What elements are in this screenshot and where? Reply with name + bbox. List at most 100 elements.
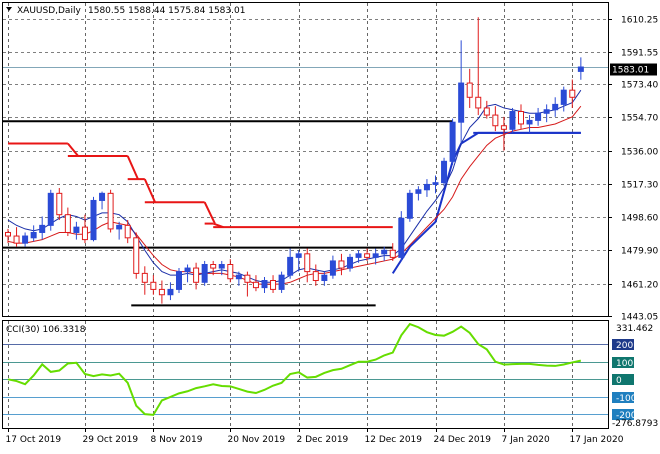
- candle-body: [261, 280, 268, 289]
- candle-body: [415, 189, 422, 194]
- candle-body: [338, 260, 345, 269]
- candle-body: [39, 224, 46, 233]
- time-tick-label: 7 Jan 2020: [502, 435, 550, 445]
- price-tick-label: 1498.60: [621, 214, 658, 224]
- candle-body: [64, 214, 71, 233]
- candle-body: [193, 267, 200, 283]
- candle-body: [458, 82, 465, 123]
- candle-body: [158, 288, 165, 296]
- candle-body: [406, 192, 413, 219]
- price-tick-label: 1461.20: [621, 281, 658, 291]
- cci-scale-min: -276.8793: [612, 419, 658, 429]
- candle-body: [466, 82, 473, 98]
- candle-body: [56, 192, 63, 216]
- candle-body: [518, 111, 524, 125]
- candle-body: [577, 66, 584, 72]
- candle-body: [500, 125, 507, 130]
- time-tick-label: 17 Oct 2019: [6, 435, 62, 445]
- candle-body: [5, 231, 11, 237]
- candle-body: [270, 280, 277, 290]
- candle-body: [389, 249, 396, 258]
- candle-body: [441, 160, 448, 184]
- price-tick-label: 1536.00: [621, 148, 658, 158]
- red-stop-step: [143, 178, 156, 203]
- cci-level-tag: [612, 392, 634, 403]
- candle-body: [107, 192, 114, 230]
- levels-layer: [3, 120, 581, 307]
- candle-body: [176, 271, 182, 290]
- time-axis: 17 Oct 2019 29 Oct 2019 8 Nov 2019 20 Nov 2…: [6, 428, 624, 445]
- current-price-tag: 1583.01: [612, 66, 649, 76]
- candle-body: [227, 264, 234, 280]
- collapse-triangle-icon[interactable]: [6, 7, 12, 11]
- candles-layer: [5, 17, 584, 304]
- cci-level-label: -100: [616, 394, 637, 404]
- price-axis: 1610.25 1591.55 1573.40 1554.70 1536.00 1517.…: [608, 16, 658, 323]
- symbol-label: XAUUSD,Daily: [17, 6, 81, 16]
- grid-layer: [3, 3, 608, 428]
- time-tick-label: 29 Oct 2019: [83, 435, 139, 445]
- time-tick-label: 12 Dec 2019: [365, 435, 423, 445]
- current-price-tag-bg: [610, 63, 657, 76]
- cci-level-label: 0: [616, 376, 622, 386]
- cci-level-tag: [612, 339, 634, 350]
- candle-body: [287, 256, 294, 276]
- candle-body: [99, 192, 106, 201]
- cci-line: [7, 322, 582, 416]
- cci-level-tag: [612, 357, 634, 368]
- price-tick-label: 1517.30: [621, 181, 658, 191]
- candle-body: [483, 107, 490, 116]
- candle-body: [141, 272, 148, 283]
- price-tick-label: 1479.90: [621, 247, 658, 257]
- candle-body: [398, 217, 405, 258]
- red-stop-step: [203, 201, 216, 225]
- red-stop-step: [126, 155, 139, 180]
- candle-body: [543, 109, 550, 114]
- candle-body: [133, 237, 140, 274]
- candle-body: [81, 226, 88, 241]
- candle-body: [492, 114, 499, 127]
- candle-body: [449, 121, 456, 162]
- candle-body: [124, 224, 131, 239]
- time-tick-label: 20 Nov 2019: [228, 435, 286, 445]
- price-tick-label: 1554.70: [621, 114, 658, 124]
- slow-ma-line: [7, 105, 582, 285]
- time-tick-label: 24 Dec 2019: [434, 435, 492, 445]
- candle-body: [329, 260, 336, 276]
- candle-body: [201, 264, 208, 283]
- candle-body: [22, 235, 29, 244]
- candle-body: [535, 112, 542, 121]
- candle-body: [312, 271, 319, 282]
- candle-body: [73, 226, 80, 233]
- time-tick-label: 8 Nov 2019: [151, 435, 203, 445]
- candle-body: [381, 249, 388, 255]
- candle-body: [321, 274, 328, 282]
- candle-body: [355, 253, 362, 258]
- cci-level-label: 200: [616, 341, 633, 351]
- candle-body: [304, 253, 311, 273]
- candle-body: [278, 274, 285, 290]
- candle-body: [218, 264, 225, 269]
- candle-body: [13, 235, 20, 244]
- blue-stop-line: [391, 131, 581, 274]
- candle-body: [552, 103, 559, 111]
- ohlc-label: 1580.55 1588.44 1575.84 1583.01: [88, 6, 245, 16]
- candle-body: [347, 256, 353, 269]
- candle-body: [116, 224, 123, 230]
- cci-layer: 200 100 0 -100 -200: [3, 322, 637, 421]
- candle-body: [150, 281, 157, 290]
- candle-body: [423, 183, 430, 191]
- price-tick-label: 1610.25: [621, 16, 658, 26]
- candle-body: [364, 253, 371, 258]
- candle-body: [475, 96, 482, 109]
- candle-body: [90, 199, 97, 241]
- candle-body: [526, 119, 533, 125]
- candle-body: [509, 111, 516, 130]
- price-tick-label: 1573.40: [621, 81, 658, 91]
- candle-body: [210, 264, 217, 269]
- candle-body: [244, 274, 251, 283]
- price-tick-label: 1591.55: [621, 49, 658, 59]
- candle-body: [167, 288, 174, 296]
- candle-body: [569, 89, 576, 98]
